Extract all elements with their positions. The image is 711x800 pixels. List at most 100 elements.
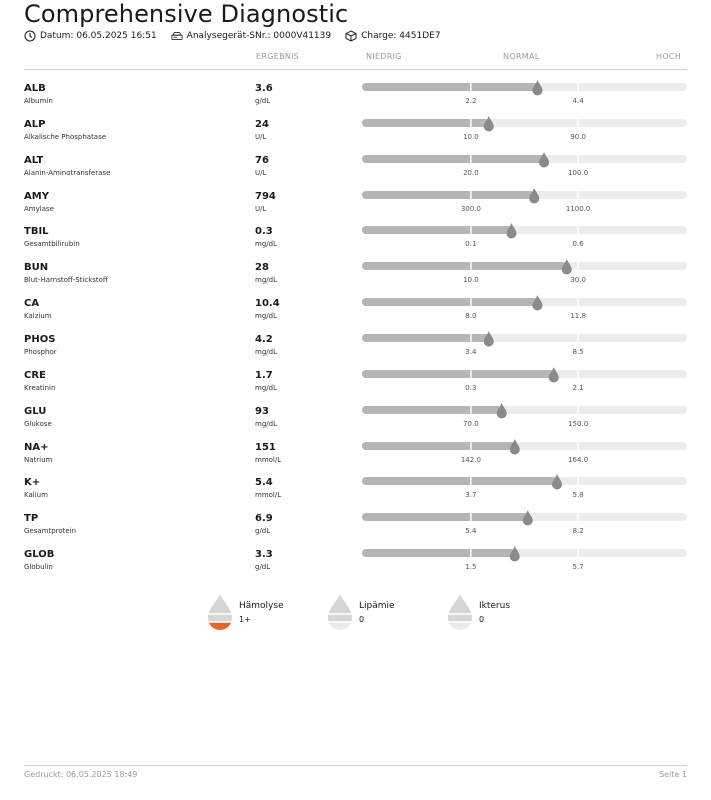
table-row: CA Kalzium 10.4 mg/dL 8.0 11.8	[0, 295, 711, 331]
analyte-code: GLOB	[24, 549, 55, 561]
lot-item: Charge: 4451DE7	[345, 30, 441, 42]
serum-index-item: Hämolyse 1+	[207, 592, 284, 632]
serum-index-item: Ikterus 0	[447, 592, 510, 632]
result-value: 4.2	[255, 333, 273, 345]
reference-high: 0.6	[572, 240, 584, 249]
range-bar-graphic	[362, 80, 687, 96]
range-fill	[362, 154, 544, 163]
analyte-code: BUN	[24, 262, 49, 274]
result-unit: U/L	[255, 204, 267, 213]
range-bar-graphic	[362, 151, 687, 168]
droplet-icon	[207, 594, 233, 630]
range-fill	[362, 477, 557, 486]
range-bar	[362, 115, 687, 132]
reference-high: 5.7	[572, 563, 584, 572]
result-marker	[509, 438, 520, 454]
reference-low: 20.0	[463, 168, 479, 177]
table-row: AMY Amylase 794 U/L 300.0 1100.0	[0, 187, 711, 224]
report-date: Datum: 06.05.2025 16:51	[40, 31, 157, 41]
range-bar	[362, 546, 687, 562]
reference-low: 0.1	[465, 240, 477, 249]
range-bar-graphic	[362, 223, 687, 239]
reference-high: 5.8	[572, 491, 584, 500]
analyte-code: TBIL	[24, 226, 49, 238]
range-fill	[362, 333, 489, 342]
result-unit: g/dL	[255, 527, 271, 536]
table-row: NA+ Natrium 151 mmol/L 142.0 164.0	[0, 438, 711, 475]
reference-low: 0.3	[465, 383, 477, 392]
range-bar	[362, 151, 687, 168]
reference-low: 3.4	[465, 347, 477, 356]
range-bar	[362, 330, 687, 347]
reference-high: 30.0	[570, 276, 586, 285]
analyte-code: K+	[24, 477, 41, 489]
analyte-name: Gesamtprotein	[24, 527, 77, 536]
analyte-name: Amylase	[24, 204, 54, 213]
result-unit: mmol/L	[255, 491, 282, 500]
report-title: Comprehensive Diagnostic	[24, 0, 349, 28]
analyte-name: Blut-Harnstoff-Stickstoff	[24, 276, 108, 285]
result-value: 151	[255, 441, 276, 453]
column-high: HOCH	[656, 52, 682, 61]
range-bar-graphic	[362, 187, 687, 204]
reference-high: 100.0	[568, 168, 589, 177]
analyte-code: CRE	[24, 369, 46, 381]
range-bar-graphic	[362, 510, 687, 526]
result-marker	[522, 510, 533, 526]
range-bar	[362, 187, 687, 204]
serum-index-label: Ikterus	[479, 601, 511, 611]
result-unit: g/dL	[255, 97, 271, 105]
package-icon	[345, 30, 357, 42]
analyte-name: Kreatinin	[24, 383, 56, 392]
reference-low: 8.0	[465, 312, 477, 321]
reference-low: 5.4	[465, 527, 477, 536]
droplet-icon	[327, 594, 353, 630]
reference-high: 4.4	[572, 97, 584, 105]
analyte-code: CA	[24, 298, 40, 310]
result-value: 5.4	[255, 477, 273, 489]
analyte-name: Kalzium	[24, 312, 52, 321]
analyte-name: Alkalische Phosphatase	[24, 132, 107, 141]
result-marker	[483, 330, 494, 347]
header-divider	[24, 69, 687, 70]
result-marker	[509, 546, 520, 562]
result-unit: g/dL	[255, 563, 271, 572]
analyte-code: TP	[24, 513, 39, 525]
reference-low: 2.2	[465, 97, 477, 105]
table-row: GLU Glukose 93 mg/dL 70.0 150.0	[0, 402, 711, 439]
result-unit: mmol/L	[255, 455, 282, 464]
range-bar-graphic	[362, 402, 687, 419]
analyte-name: Globulin	[24, 563, 53, 572]
reference-low: 10.0	[463, 276, 479, 285]
reference-high: 8.2	[572, 527, 584, 536]
result-value: 28	[255, 262, 269, 274]
analyte-code: NA+	[24, 441, 49, 453]
reference-high: 164.0	[568, 455, 589, 464]
serum-index-label: Hämolyse	[239, 601, 284, 611]
table-row: ALP Alkalische Phosphatase 24 U/L 10.0 90.0	[0, 115, 711, 152]
table-row: TBIL Gesamtbilirubin 0.3 mg/dL 0.1 0.6	[0, 223, 711, 259]
analyte-code: ALP	[24, 118, 46, 130]
result-value: 6.9	[255, 513, 273, 525]
range-bar	[362, 366, 687, 383]
result-marker	[496, 402, 507, 419]
table-row: TP Gesamtprotein 6.9 g/dL 5.4 8.2	[0, 510, 711, 546]
range-fill	[362, 441, 515, 450]
range-fill	[362, 513, 528, 522]
range-bar	[362, 438, 687, 454]
range-bar	[362, 223, 687, 239]
analyte-code: PHOS	[24, 333, 56, 345]
result-unit: mg/dL	[255, 276, 277, 285]
range-bar-graphic	[362, 330, 687, 347]
result-unit: mg/dL	[255, 347, 277, 356]
table-row: ALT Alanin-Aminotransferase 76 U/L 20.0 100.0	[0, 151, 711, 188]
range-fill	[362, 226, 512, 235]
table-row: PHOS Phosphor 4.2 mg/dL 3.4 8.5	[0, 330, 711, 367]
range-bar	[362, 510, 687, 526]
range-bar-graphic	[362, 366, 687, 383]
table-row: K+ Kalium 5.4 mmol/L 3.7 5.8	[0, 474, 711, 510]
range-bar	[362, 80, 687, 96]
reference-high: 11.8	[570, 312, 586, 321]
result-unit: mg/dL	[255, 312, 277, 321]
device-serial: Analysegerät-SNr.: 0000V41139	[186, 31, 332, 41]
